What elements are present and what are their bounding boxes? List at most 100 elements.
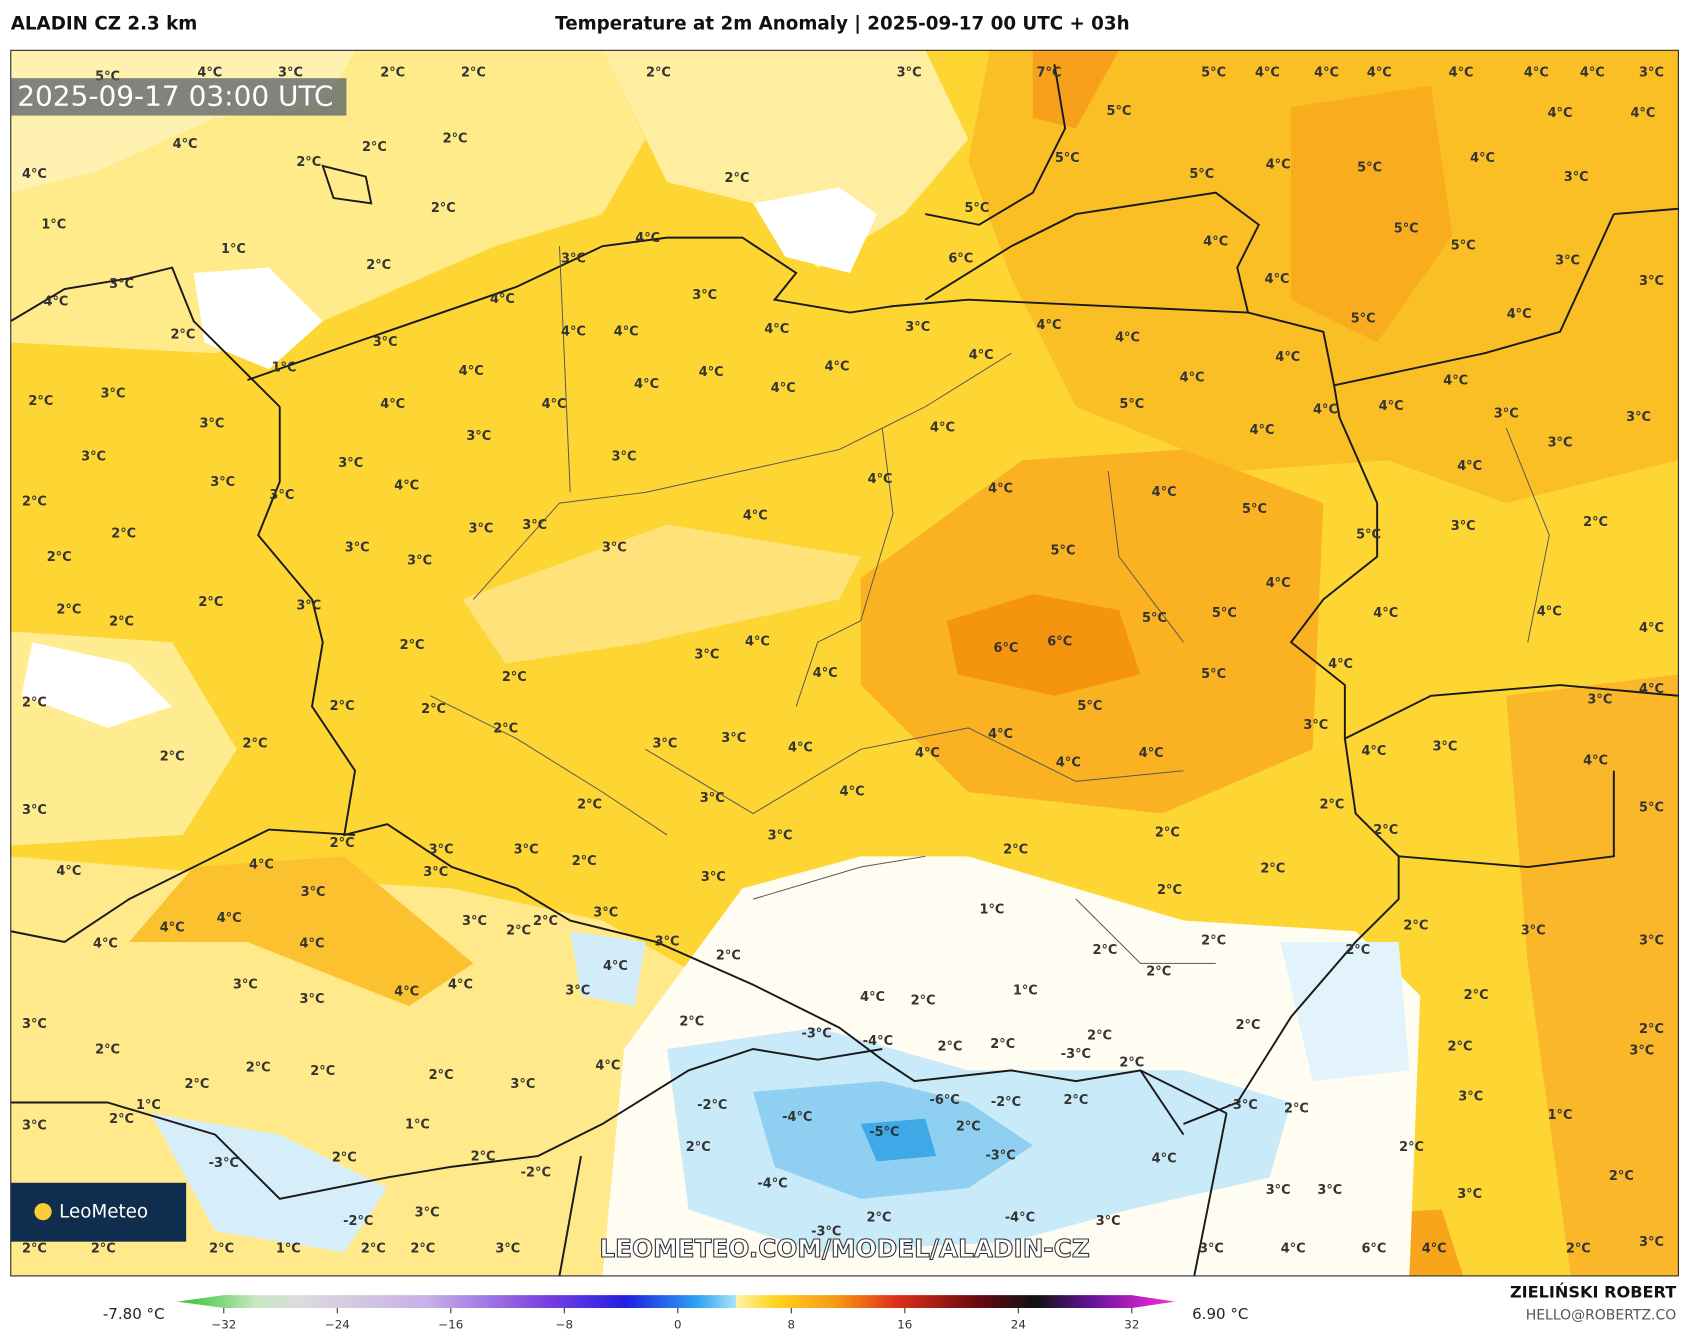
temperature-label: 4°C [745, 635, 770, 650]
temperature-label: -4°C [757, 1176, 787, 1191]
temperature-label: 3°C [1199, 1242, 1224, 1257]
temperature-label: 3°C [565, 984, 590, 999]
temperature-label: 4°C [1250, 423, 1275, 438]
temperature-label: 4°C [1537, 605, 1562, 620]
temperature-label: 3°C [495, 1242, 520, 1257]
temperature-label: 4°C [1630, 106, 1655, 121]
temperature-label: 2°C [1448, 1039, 1473, 1054]
temperature-label: 2°C [572, 854, 597, 869]
temperature-label: 2°C [95, 1043, 120, 1058]
temperature-label: 2°C [400, 638, 425, 653]
temperature-label: 3°C [905, 320, 930, 335]
temperature-label: 3°C [468, 521, 493, 536]
temperature-label: 2°C [577, 797, 602, 812]
temperature-label: 2°C [725, 171, 750, 186]
temperature-label: 2°C [431, 201, 456, 216]
temperature-label: 5°C [1189, 167, 1214, 182]
colorbar-tick-label: −24 [325, 1318, 350, 1332]
temperature-label: 2°C [1403, 918, 1428, 933]
temperature-label: 4°C [1639, 682, 1664, 697]
timestamp: 2025-09-17 03:00 UTC [17, 79, 333, 112]
temperature-label: -3°C [811, 1225, 841, 1240]
temperature-label: 2°C [1566, 1242, 1591, 1257]
temperature-label: 2°C [332, 1151, 357, 1166]
temperature-label: 4°C [1115, 331, 1140, 346]
temperature-label: 3°C [462, 914, 487, 929]
temperature-label: 3°C [415, 1205, 440, 1220]
temperature-label: 3°C [407, 553, 432, 568]
colorbar-tick-label: −16 [438, 1318, 463, 1332]
temperature-label: 1°C [1013, 984, 1038, 999]
temperature-label: 2°C [1260, 862, 1285, 877]
temperature-label: 2°C [1119, 1055, 1144, 1070]
temperature-label: 3°C [1639, 1235, 1664, 1250]
temperature-label: 2°C [1155, 825, 1180, 840]
temperature-label: 4°C [160, 921, 185, 936]
temperature-label: 1°C [136, 1098, 161, 1113]
temperature-label: 3°C [1626, 410, 1651, 425]
temperature-label: 3°C [1555, 254, 1580, 269]
colorbar-tick-label: 16 [897, 1318, 912, 1332]
temperature-label: 3°C [22, 803, 47, 818]
temperature-label: 2°C [1345, 943, 1370, 958]
colorbar [177, 1295, 1175, 1309]
temperature-label: 3°C [1521, 924, 1546, 939]
temperature-label: 4°C [1379, 399, 1404, 414]
temperature-label: 2°C [867, 1211, 892, 1226]
colorbar-max: 6.90 °C [1192, 1305, 1248, 1323]
temperature-label: 2°C [330, 699, 355, 714]
temperature-label: 3°C [1458, 1090, 1483, 1105]
email[interactable]: HELLO@ROBERTZ.CO [1526, 1308, 1677, 1324]
temperature-label: 4°C [868, 472, 893, 487]
temperature-label: 2°C [47, 550, 72, 565]
temperature-label: 5°C [1351, 311, 1376, 326]
temperature-label: 4°C [840, 785, 865, 800]
temperature-label: 4°C [813, 666, 838, 681]
temperature-label: 2°C [1236, 1018, 1261, 1033]
temperature-label: 3°C [466, 429, 491, 444]
watermark: LEOMETEO.COM/MODEL/ALADIN-CZ [599, 1234, 1089, 1263]
temperature-label: 1°C [980, 902, 1005, 917]
temperature-label: 2°C [330, 836, 355, 851]
temperature-label: 4°C [217, 911, 242, 926]
temperature-label: 5°C [1639, 801, 1664, 816]
temperature-label: 6°C [948, 252, 973, 267]
temperature-label: 3°C [700, 791, 725, 806]
temperature-label: 4°C [1470, 151, 1495, 166]
temperature-label: 2°C [310, 1064, 335, 1079]
temperature-label: 3°C [1457, 1187, 1482, 1202]
temperature-label: 2°C [160, 749, 185, 764]
temperature-label: -3°C [209, 1156, 239, 1171]
temperature-label: 4°C [988, 482, 1013, 497]
temperature-label: 2°C [209, 1242, 234, 1257]
temperature-label: 3°C [1494, 407, 1519, 422]
temperature-label: 4°C [634, 377, 659, 392]
temperature-label: 4°C [1139, 746, 1164, 761]
temperature-label: 2°C [1092, 943, 1117, 958]
temperature-label: 2°C [461, 65, 486, 80]
temperature-label: 4°C [1548, 106, 1573, 121]
temperature-label: 2°C [198, 595, 223, 610]
temperature-label: 4°C [448, 977, 473, 992]
temperature-label: 3°C [1639, 65, 1664, 80]
temperature-label: 2°C [421, 702, 446, 717]
temperature-label: 3°C [1096, 1214, 1121, 1229]
temperature-label: 5°C [1212, 606, 1237, 621]
temperature-label: 4°C [1255, 65, 1280, 80]
temperature-label: 3°C [269, 488, 294, 503]
temperature-label: 3°C [101, 386, 126, 401]
temperature-label: 3°C [612, 450, 637, 465]
temperature-label: 5°C [1356, 528, 1381, 543]
author: ZIELIŃSKI ROBERT [1510, 1283, 1676, 1302]
temperature-label: 2°C [170, 328, 195, 343]
temperature-label: 3°C [1639, 274, 1664, 289]
map-frame [10, 49, 1679, 1277]
temperature-label: 2°C [246, 1061, 271, 1076]
temperature-label: 3°C [1548, 436, 1573, 451]
temperature-label: 5°C [1055, 151, 1080, 166]
temperature-label: 3°C [423, 865, 448, 880]
temperature-label: 3°C [1303, 718, 1328, 733]
temperature-label: 4°C [1524, 65, 1549, 80]
temperature-label: 3°C [1266, 1183, 1291, 1198]
